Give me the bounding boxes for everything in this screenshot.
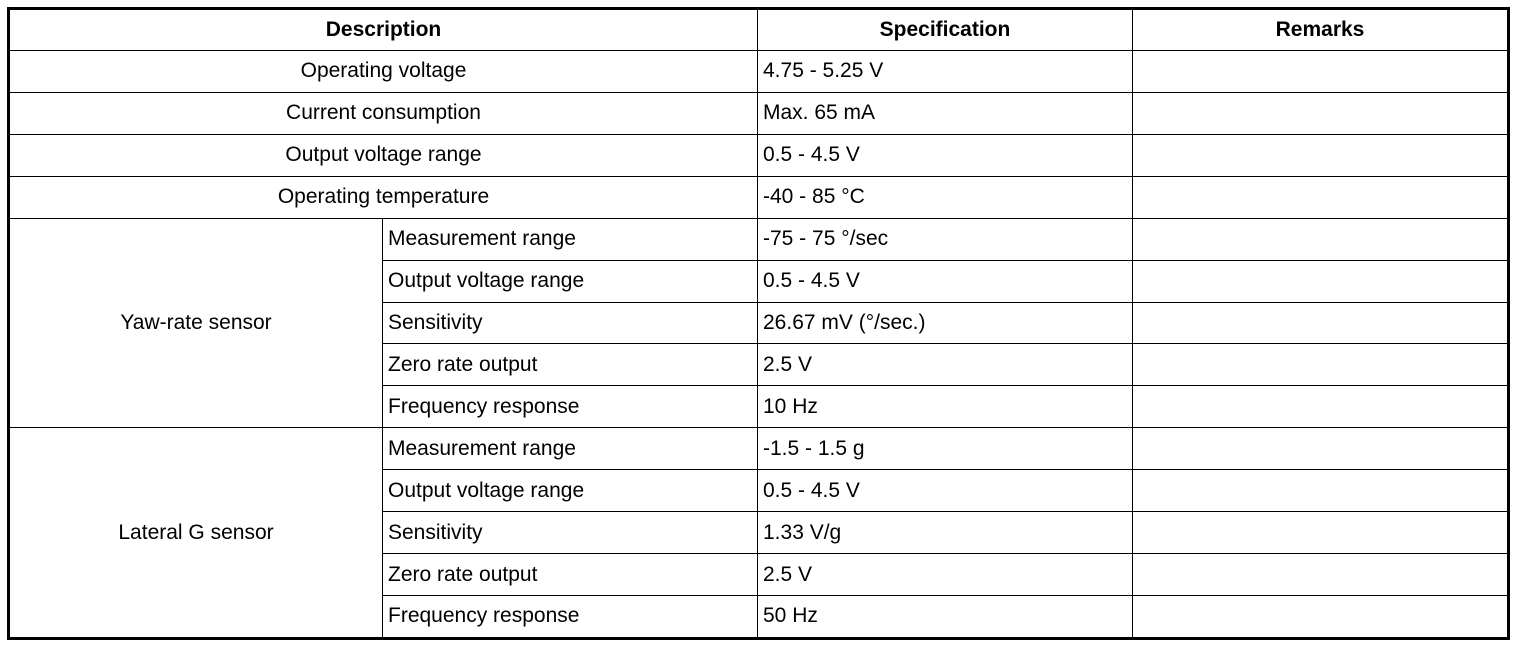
item-cell: Sensitivity <box>382 301 758 345</box>
remarks-cell <box>1132 594 1509 640</box>
spec-cell: 1.33 V/g <box>757 511 1133 555</box>
remarks-cell <box>1132 469 1509 513</box>
table-row: Operating temperature -40 - 85 °C <box>8 175 1509 219</box>
item-cell: Frequency response <box>382 385 758 429</box>
description-cell: Output voltage range <box>8 133 758 177</box>
table-row: Frequency response 10 Hz <box>9 385 1509 429</box>
remarks-cell <box>1132 427 1509 471</box>
item-cell: Frequency response <box>382 594 758 640</box>
remarks-cell <box>1132 511 1509 555</box>
group-cell: Yaw-rate sensor <box>8 217 383 429</box>
table-row: Output voltage range 0.5 - 4.5 V <box>9 259 1509 303</box>
remarks-cell <box>1132 259 1509 303</box>
item-cell: Output voltage range <box>382 469 758 513</box>
spec-cell: 50 Hz <box>757 594 1133 640</box>
remarks-cell <box>1132 175 1509 219</box>
table-row: Yaw-rate sensor Measurement range -75 - 75… <box>8 217 1509 429</box>
header-cell: Specification <box>757 8 1133 51</box>
spec-cell: 2.5 V <box>757 553 1133 596</box>
table-row: Output voltage range 0.5 - 4.5 V <box>8 133 1509 177</box>
spec-cell: 4.75 - 5.25 V <box>757 50 1133 93</box>
item-cell: Zero rate output <box>382 553 758 596</box>
group-cell: Lateral G sensor <box>8 427 383 639</box>
header-cell: Description <box>8 8 758 51</box>
remarks-cell <box>1132 133 1509 177</box>
spec-cell: Max. 65 mA <box>757 91 1133 135</box>
table-row: Lateral G sensor Measurement range -1.5 - … <box>8 427 1509 639</box>
spec-cell: 26.67 mV (°/sec.) <box>757 301 1133 345</box>
spec-cell: -75 - 75 °/sec <box>757 217 1133 261</box>
spec-cell: 2.5 V <box>757 343 1133 387</box>
remarks-cell <box>1132 91 1509 135</box>
description-cell: Operating temperature <box>8 175 758 219</box>
spec-cell: 0.5 - 4.5 V <box>757 469 1133 513</box>
item-cell: Measurement range <box>382 427 758 471</box>
table-row: Frequency response 50 Hz <box>9 594 1509 640</box>
table-body: Operating voltage 4.75 - 5.25 V Current co… <box>8 50 1509 640</box>
table-row: Output voltage range 0.5 - 4.5 V <box>9 469 1509 513</box>
item-cell: Measurement range <box>382 217 758 261</box>
table-row: Zero rate output 2.5 V <box>9 553 1509 596</box>
table-row: Sensitivity 1.33 V/g <box>9 511 1509 555</box>
remarks-cell <box>1132 385 1509 429</box>
item-cell: Sensitivity <box>382 511 758 555</box>
header-row: Description Specification Remarks <box>8 8 1509 51</box>
spec-cell: 0.5 - 4.5 V <box>757 259 1133 303</box>
remarks-cell <box>1132 301 1509 345</box>
spec-cell: -1.5 - 1.5 g <box>757 427 1133 471</box>
remarks-cell <box>1132 553 1509 596</box>
table-row: Current consumption Max. 65 mA <box>8 91 1509 135</box>
item-cell: Zero rate output <box>382 343 758 387</box>
table-row: Sensitivity 26.67 mV (°/sec.) <box>9 301 1509 345</box>
remarks-cell <box>1132 217 1509 261</box>
spec-cell: 10 Hz <box>757 385 1133 429</box>
spec-table: Description Specification Remarks Operat… <box>7 7 1510 640</box>
item-cell: Output voltage range <box>382 259 758 303</box>
description-cell: Operating voltage <box>8 50 758 93</box>
table-row: Operating voltage 4.75 - 5.25 V <box>8 50 1509 93</box>
remarks-cell <box>1132 343 1509 387</box>
spec-cell: -40 - 85 °C <box>757 175 1133 219</box>
header-cell: Remarks <box>1132 8 1509 51</box>
spec-cell: 0.5 - 4.5 V <box>757 133 1133 177</box>
remarks-cell <box>1132 50 1509 93</box>
description-cell: Current consumption <box>8 91 758 135</box>
table-row: Zero rate output 2.5 V <box>9 343 1509 387</box>
